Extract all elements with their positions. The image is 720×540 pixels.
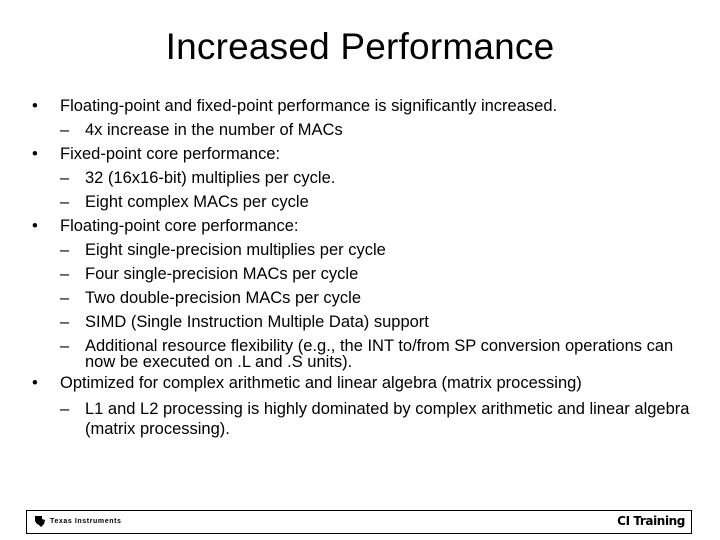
sub-bullet-text: Eight complex MACs per cycle xyxy=(85,193,309,211)
sub-bullet-text: Additional resource flexibility (e.g., t… xyxy=(85,337,674,371)
dash-icon: – xyxy=(60,121,70,139)
sub-bullet-item: – Two double-precision MACs per cycle xyxy=(60,286,705,310)
dash-icon: – xyxy=(60,289,70,307)
sub-bullet-text: SIMD (Single Instruction Multiple Data) … xyxy=(85,313,429,331)
sub-bullet-text: 4x increase in the number of MACs xyxy=(85,121,343,139)
page-title: Increased Performance xyxy=(165,26,555,67)
bullet-item: • Optimized for complex arithmetic and l… xyxy=(30,371,705,443)
sub-bullet-text: Eight single-precision multiplies per cy… xyxy=(85,241,386,259)
sub-bullet-text: L1 and L2 processing is highly dominated… xyxy=(85,400,690,438)
sub-bullet-text: Two double-precision MACs per cycle xyxy=(85,289,362,307)
texas-instruments-logo: Texas Instruments xyxy=(34,515,122,528)
bullet-text: Floating-point core performance: xyxy=(60,217,299,235)
dash-icon: – xyxy=(60,400,70,418)
sub-bullet-text: Four single-precision MACs per cycle xyxy=(85,265,359,283)
sub-bullet-item: – 4x increase in the number of MACs xyxy=(60,118,705,142)
ti-state-icon xyxy=(35,516,45,527)
bullet-text: Optimized for complex arithmetic and lin… xyxy=(60,374,582,392)
bullet-icon: • xyxy=(32,217,38,235)
dash-icon: – xyxy=(60,193,70,211)
sub-bullet-item: – Four single-precision MACs per cycle xyxy=(60,262,705,286)
sub-bullet-item: – Additional resource flexibility (e.g.,… xyxy=(60,334,705,374)
sub-bullet-item: – Eight complex MACs per cycle xyxy=(60,190,705,214)
sub-bullet-text: 32 (16x16-bit) multiplies per cycle. xyxy=(85,169,336,187)
bullet-icon: • xyxy=(32,97,38,115)
dash-icon: – xyxy=(60,337,70,355)
sub-bullet-item: – L1 and L2 processing is highly dominat… xyxy=(60,395,705,443)
sub-bullet-item: – 32 (16x16-bit) multiplies per cycle. xyxy=(60,166,705,190)
sub-bullet-item: – SIMD (Single Instruction Multiple Data… xyxy=(60,310,705,334)
dash-icon: – xyxy=(60,265,70,283)
bullet-text: Floating-point and fixed-point performan… xyxy=(60,97,558,115)
bullet-icon: • xyxy=(32,145,38,163)
bullet-text: Fixed-point core performance: xyxy=(60,145,281,163)
bullet-icon: • xyxy=(32,374,38,392)
dash-icon: – xyxy=(60,169,70,187)
ci-training-label: CI Training xyxy=(617,514,685,528)
bullet-item: • Floating-point core performance: – Eig… xyxy=(30,214,705,374)
dash-icon: – xyxy=(60,313,70,331)
sub-bullet-item: – Eight single-precision multiplies per … xyxy=(60,238,705,262)
bullet-list: • Floating-point and fixed-point perform… xyxy=(30,94,705,443)
bullet-item: • Fixed-point core performance: – 32 (16… xyxy=(30,142,705,214)
bullet-item: • Floating-point and fixed-point perform… xyxy=(30,94,705,142)
dash-icon: – xyxy=(60,241,70,259)
ti-logo-text: Texas Instruments xyxy=(50,518,122,525)
footer-bar: Texas Instruments CI Training xyxy=(26,510,692,534)
